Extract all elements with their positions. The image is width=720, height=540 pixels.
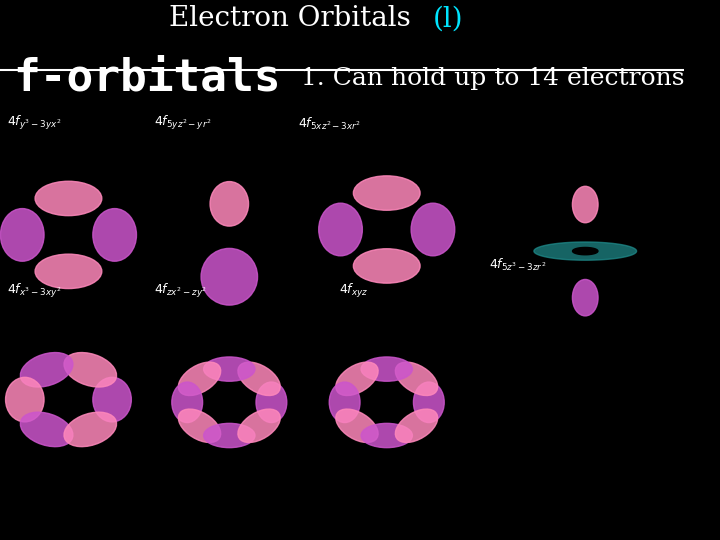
Text: $4f_{xyz}$: $4f_{xyz}$ bbox=[339, 282, 369, 300]
Text: $4f_{5z^3-3zr^2}$: $4f_{5z^3-3zr^2}$ bbox=[490, 256, 546, 273]
Ellipse shape bbox=[35, 181, 102, 215]
Text: $4f_{5yz^2-yr^2}$: $4f_{5yz^2-yr^2}$ bbox=[154, 114, 212, 132]
Text: $4f_{y^3-3yx^2}$: $4f_{y^3-3yx^2}$ bbox=[7, 114, 61, 132]
Polygon shape bbox=[572, 247, 598, 255]
Ellipse shape bbox=[35, 254, 102, 288]
Ellipse shape bbox=[64, 353, 117, 387]
Ellipse shape bbox=[172, 382, 202, 422]
Ellipse shape bbox=[395, 362, 438, 395]
Ellipse shape bbox=[395, 409, 438, 442]
Ellipse shape bbox=[354, 176, 420, 210]
Ellipse shape bbox=[179, 362, 221, 395]
Ellipse shape bbox=[238, 409, 280, 442]
Ellipse shape bbox=[572, 186, 598, 222]
Ellipse shape bbox=[361, 357, 413, 381]
Ellipse shape bbox=[238, 362, 280, 395]
Ellipse shape bbox=[336, 409, 378, 442]
Ellipse shape bbox=[179, 409, 221, 442]
Ellipse shape bbox=[93, 208, 137, 261]
Ellipse shape bbox=[6, 377, 44, 422]
Ellipse shape bbox=[411, 203, 455, 256]
Text: Electron Orbitals: Electron Orbitals bbox=[169, 5, 420, 32]
Ellipse shape bbox=[204, 423, 255, 448]
Polygon shape bbox=[534, 242, 636, 260]
Ellipse shape bbox=[64, 412, 117, 447]
Ellipse shape bbox=[329, 382, 360, 422]
Ellipse shape bbox=[1, 208, 44, 261]
Ellipse shape bbox=[210, 181, 248, 226]
Ellipse shape bbox=[361, 423, 413, 448]
Ellipse shape bbox=[201, 248, 258, 305]
Text: 1. Can hold up to 14 electrons: 1. Can hold up to 14 electrons bbox=[301, 67, 685, 90]
Text: $4f_{x^3-3xy^2}$: $4f_{x^3-3xy^2}$ bbox=[7, 282, 61, 300]
Ellipse shape bbox=[336, 362, 378, 395]
Ellipse shape bbox=[20, 353, 73, 387]
Text: (l): (l) bbox=[433, 5, 464, 32]
Ellipse shape bbox=[354, 249, 420, 283]
Text: $4f_{zx^2-zy^2}$: $4f_{zx^2-zy^2}$ bbox=[154, 282, 207, 300]
Ellipse shape bbox=[93, 377, 131, 422]
Ellipse shape bbox=[256, 382, 287, 422]
Text: $4f_{5xz^2-3xr^2}$: $4f_{5xz^2-3xr^2}$ bbox=[298, 116, 361, 132]
Ellipse shape bbox=[319, 203, 362, 256]
Ellipse shape bbox=[413, 382, 444, 422]
Ellipse shape bbox=[572, 280, 598, 316]
Ellipse shape bbox=[204, 357, 255, 381]
Ellipse shape bbox=[20, 412, 73, 447]
Text: f-orbitals: f-orbitals bbox=[14, 57, 282, 100]
